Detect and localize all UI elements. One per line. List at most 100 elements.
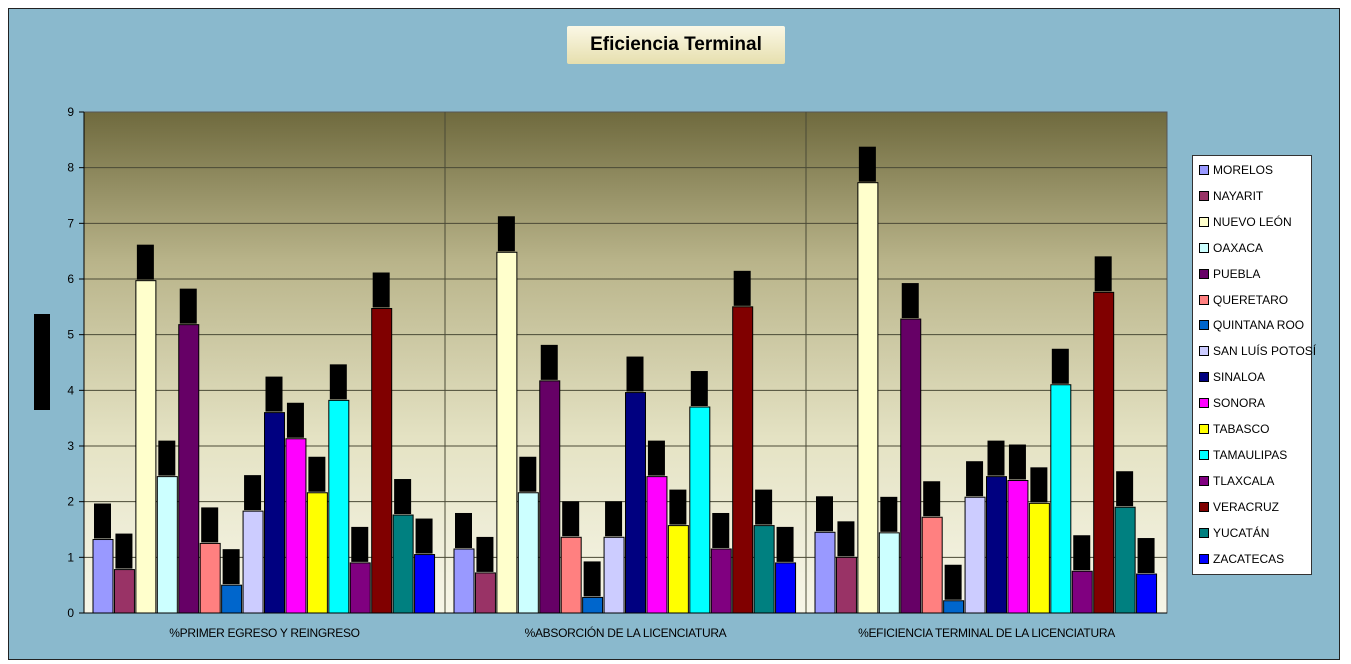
legend-swatch xyxy=(1199,320,1209,331)
data-label-block xyxy=(669,489,687,525)
legend-swatch xyxy=(1199,424,1209,434)
legend-label: YUCATÁN xyxy=(1213,525,1270,540)
data-label-block xyxy=(115,533,133,569)
bar xyxy=(285,438,307,614)
legend-label: TABASCO xyxy=(1213,422,1270,436)
y-tick-label: 6 xyxy=(67,272,74,286)
bar xyxy=(539,380,561,614)
bar xyxy=(1136,573,1158,614)
y-tick-label: 8 xyxy=(67,161,74,175)
legend-label: NUEVO LEÓN xyxy=(1213,214,1292,229)
data-label-block xyxy=(1051,348,1069,384)
bar xyxy=(1071,570,1093,614)
y-tick-label: 0 xyxy=(67,606,74,620)
legend-item: TAMAULIPAS xyxy=(1199,447,1287,463)
bar xyxy=(900,318,922,614)
bar xyxy=(710,548,732,614)
y-tick-label: 1 xyxy=(67,550,74,564)
data-label-block xyxy=(987,440,1005,476)
data-label-block xyxy=(476,536,494,572)
legend-label: SINALOA xyxy=(1213,370,1266,385)
legend-swatch xyxy=(1199,501,1209,512)
bar xyxy=(943,600,965,614)
bar xyxy=(306,492,328,614)
bar xyxy=(964,496,986,614)
bar xyxy=(878,532,900,614)
data-label-block xyxy=(415,518,433,554)
data-label-block xyxy=(733,270,751,306)
legend-item: SONORA xyxy=(1199,395,1265,411)
bar xyxy=(328,399,350,614)
legend-swatch xyxy=(1199,475,1209,486)
bar xyxy=(986,476,1007,614)
legend-swatch xyxy=(1199,527,1209,538)
data-label-block xyxy=(158,440,176,476)
legend-item: QUERETARO xyxy=(1199,292,1288,308)
legend-label: SAN LUÍS POTOSÍ xyxy=(1213,344,1317,359)
data-label-block xyxy=(901,283,919,319)
legend-label: TLAXCALA xyxy=(1213,473,1275,488)
data-label-block xyxy=(1073,535,1091,571)
data-label-block xyxy=(136,244,154,280)
data-label-block xyxy=(519,456,537,492)
bars xyxy=(92,146,1158,614)
data-label-block xyxy=(626,356,644,392)
data-label-block xyxy=(1030,467,1048,503)
legend-swatch xyxy=(1199,372,1209,383)
data-label-block xyxy=(755,489,773,525)
legend-item: OAXACA xyxy=(1199,240,1263,256)
data-label-block xyxy=(1094,256,1112,292)
data-label-block xyxy=(583,561,601,597)
data-label-block xyxy=(605,501,623,537)
y-tick-label: 7 xyxy=(67,216,74,230)
data-label-block xyxy=(712,512,730,548)
y-tick-label: 3 xyxy=(67,439,74,453)
data-label-block xyxy=(455,512,472,548)
legend-swatch xyxy=(1199,190,1209,201)
bar xyxy=(646,476,668,614)
data-label-block xyxy=(816,496,833,532)
bar xyxy=(178,324,200,614)
legend-item: MORELOS xyxy=(1199,162,1273,178)
category-label: %EFICIENCIA TERMINAL DE LA LICENCIATURA xyxy=(858,626,1115,640)
bar xyxy=(814,531,836,614)
legend-item: SINALOA xyxy=(1199,369,1265,385)
bar xyxy=(113,569,135,614)
data-label-block xyxy=(94,503,111,539)
legend-item: QUINTANA ROO xyxy=(1199,317,1304,333)
data-label-block xyxy=(394,479,412,515)
legend-swatch xyxy=(1199,268,1209,279)
legend-label: ZACATECAS xyxy=(1213,551,1285,566)
data-label-block xyxy=(244,475,262,511)
legend-item: NAYARIT xyxy=(1199,188,1263,204)
data-label-block xyxy=(201,507,219,543)
bar xyxy=(1093,291,1115,614)
legend-label: QUINTANA ROO xyxy=(1213,318,1305,333)
legend-item: TLAXCALA xyxy=(1199,473,1274,489)
legend-item: NUEVO LEÓN xyxy=(1199,214,1292,230)
bar xyxy=(1050,384,1072,614)
data-label-block xyxy=(179,288,197,324)
legend-item: YUCATÁN xyxy=(1199,525,1269,541)
data-label-block xyxy=(372,272,390,308)
legend-item: TABASCO xyxy=(1199,421,1269,437)
data-label-block xyxy=(351,526,369,562)
legend-swatch xyxy=(1199,449,1209,460)
y-tick-label: 4 xyxy=(67,383,74,397)
data-label-block xyxy=(880,496,898,532)
bar xyxy=(625,392,646,614)
y-tick-label: 9 xyxy=(67,105,74,119)
legend-swatch xyxy=(1199,398,1209,409)
legend-swatch xyxy=(1199,294,1209,305)
legend-item: ZACATECAS xyxy=(1199,551,1284,567)
data-label-block xyxy=(944,564,962,600)
data-label-block xyxy=(222,549,240,585)
bar xyxy=(835,556,857,614)
legend: MORELOS NAYARIT NUEVO LEÓN OAXACA PUEBLA QUER… xyxy=(1192,155,1316,575)
legend-swatch xyxy=(1199,216,1209,227)
data-label-block xyxy=(308,456,326,492)
legend-swatch xyxy=(1199,242,1209,253)
bar xyxy=(857,182,879,614)
legend-item: PUEBLA xyxy=(1199,266,1260,282)
